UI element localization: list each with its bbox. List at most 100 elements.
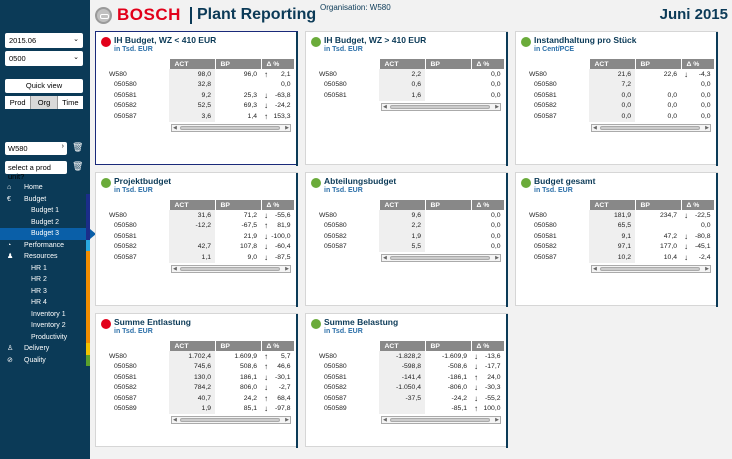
kpi-card[interactable]: Budget gesamt in Tsd. EUR ACT BP Δ % W580 181,… bbox=[515, 172, 718, 307]
scroll-left-icon[interactable]: ◀ bbox=[593, 265, 597, 272]
scroll-left-icon[interactable]: ◀ bbox=[173, 265, 177, 272]
table-row[interactable]: W580 98,0 96,0 ↑ 2,1 bbox=[99, 69, 295, 80]
sidebar-item-budget-2[interactable]: Budget 2 bbox=[0, 216, 90, 228]
table-row[interactable]: 050582 -1.050,4 -806,0 ↓ -30,3 bbox=[309, 382, 505, 393]
table-row[interactable]: 050589 -85,1 ↑ 100,0 bbox=[309, 403, 505, 414]
table-row[interactable]: 050581 21,9 ↓ -100,0 bbox=[99, 231, 295, 242]
table-row[interactable]: 050582 1,9 0,0 bbox=[309, 231, 505, 242]
scroll-thumb[interactable] bbox=[180, 125, 280, 130]
scroll-left-icon[interactable]: ◀ bbox=[383, 417, 387, 423]
kpi-card[interactable]: Summe Entlastung in Tsd. EUR ACT BP Δ % W580 1… bbox=[95, 313, 298, 448]
scroll-left-icon[interactable]: ◀ bbox=[173, 124, 177, 131]
table-row[interactable]: 050580 745,6 508,6 ↑ 46,6 bbox=[99, 361, 295, 372]
scroll-right-icon[interactable]: ▶ bbox=[705, 124, 709, 131]
table-row[interactable]: 050582 784,2 806,0 ↓ -2,7 bbox=[99, 382, 295, 393]
table-row[interactable]: W580 9,6 0,0 bbox=[309, 210, 505, 221]
sidebar-item-hr-2[interactable]: HR 2 bbox=[0, 274, 90, 286]
kpi-card[interactable]: Summe Belastung in Tsd. EUR ACT BP Δ % W580 -1… bbox=[305, 313, 508, 448]
table-row[interactable]: 050581 0,0 0,0 0,0 bbox=[519, 90, 715, 101]
table-row[interactable]: 050580 0,6 0,0 bbox=[309, 79, 505, 90]
table-row[interactable]: W580 21,6 22,6 ↓ -4,3 bbox=[519, 69, 715, 80]
table-row[interactable]: 050582 52,5 69,3 ↓ -24,2 bbox=[99, 100, 295, 111]
trash-icon[interactable]: 🗑 bbox=[72, 161, 84, 171]
scroll-right-icon[interactable]: ▶ bbox=[285, 124, 289, 131]
scroll-right-icon[interactable]: ▶ bbox=[705, 265, 709, 272]
table-row[interactable]: W580 -1.828,2 -1.609,9 ↓ -13,6 bbox=[309, 351, 505, 362]
scroll-thumb[interactable] bbox=[390, 104, 490, 109]
scroll-left-icon[interactable]: ◀ bbox=[593, 124, 597, 131]
horizontal-scrollbar[interactable]: ◀ ▶ bbox=[171, 416, 291, 424]
sidebar-item-inventory-1[interactable]: Inventory 1 bbox=[0, 308, 90, 320]
scroll-thumb[interactable] bbox=[600, 266, 700, 271]
table-row[interactable]: 050581 1,6 0,0 bbox=[309, 90, 505, 101]
table-row[interactable]: 050580 7,2 0,0 bbox=[519, 79, 715, 90]
table-row[interactable]: 050582 0,0 0,0 0,0 bbox=[519, 100, 715, 111]
horizontal-scrollbar[interactable]: ◀ ▶ bbox=[591, 123, 711, 132]
horizontal-scrollbar[interactable]: ◀ ▶ bbox=[171, 123, 291, 132]
table-row[interactable]: 050581 9,2 25,3 ↓ -63,8 bbox=[99, 90, 295, 101]
table-row[interactable]: 050587 -37,5 -24,2 ↓ -55,2 bbox=[309, 393, 505, 404]
sidebar-item-hr-3[interactable]: HR 3 bbox=[0, 285, 90, 297]
horizontal-scrollbar[interactable]: ◀ ▶ bbox=[381, 102, 501, 111]
kpi-card[interactable]: Instandhaltung pro Stück in Cent/PCE ACT BP… bbox=[515, 31, 718, 166]
scroll-thumb[interactable] bbox=[180, 418, 280, 422]
kpi-card[interactable]: IH Budget, WZ > 410 EUR in Tsd. EUR ACT BP Δ… bbox=[305, 31, 508, 166]
scroll-left-icon[interactable]: ◀ bbox=[383, 255, 387, 261]
scroll-left-icon[interactable]: ◀ bbox=[173, 417, 177, 423]
sidebar-item-performance[interactable]: ◔ Performance bbox=[0, 239, 90, 251]
period-select[interactable]: 2015.06 ⌄ bbox=[5, 33, 83, 48]
scroll-right-icon[interactable]: ▶ bbox=[285, 417, 289, 423]
table-row[interactable]: 050581 -141,4 -186,1 ↑ 24,0 bbox=[309, 372, 505, 383]
table-row[interactable]: 050587 10,2 10,4 ↓ -2,4 bbox=[519, 252, 715, 263]
scroll-right-icon[interactable]: ▶ bbox=[495, 103, 499, 110]
horizontal-scrollbar[interactable]: ◀ ▶ bbox=[381, 254, 501, 262]
table-row[interactable]: 050580 65,5 0,0 bbox=[519, 220, 715, 231]
sidebar-item-home[interactable]: ⌂ Home bbox=[0, 182, 90, 194]
table-row[interactable]: 050587 5,5 0,0 bbox=[309, 241, 505, 252]
quick-view-button[interactable]: Quick view bbox=[5, 79, 83, 93]
table-row[interactable]: W580 31,6 71,2 ↓ -55,6 bbox=[99, 210, 295, 221]
table-row[interactable]: 050582 42,7 107,8 ↓ -60,4 bbox=[99, 241, 295, 252]
prod-unit-select[interactable]: select a prod unit? bbox=[5, 161, 67, 181]
table-row[interactable]: 050587 3,6 1,4 ↑ 153,3 bbox=[99, 111, 295, 122]
scroll-thumb[interactable] bbox=[390, 256, 490, 260]
scroll-right-icon[interactable]: ▶ bbox=[495, 417, 499, 423]
horizontal-scrollbar[interactable]: ◀ ▶ bbox=[381, 416, 501, 424]
table-row[interactable]: 050581 130,0 186,1 ↓ -30,1 bbox=[99, 372, 295, 383]
table-row[interactable]: W580 181,9 234,7 ↓ -22,5 bbox=[519, 210, 715, 221]
horizontal-scrollbar[interactable]: ◀ ▶ bbox=[591, 264, 711, 273]
scroll-left-icon[interactable]: ◀ bbox=[383, 103, 387, 110]
trash-icon[interactable]: 🗑 bbox=[72, 142, 84, 152]
table-row[interactable]: 050581 9,1 47,2 ↓ -80,8 bbox=[519, 231, 715, 242]
kpi-card[interactable]: Projektbudget in Tsd. EUR ACT BP Δ % W580 31,6… bbox=[95, 172, 298, 307]
tab-time[interactable]: Time bbox=[57, 96, 83, 109]
table-row[interactable]: 050580 -12,2 -67,5 ↑ 81,9 bbox=[99, 220, 295, 231]
scroll-right-icon[interactable]: ▶ bbox=[285, 265, 289, 272]
tab-org[interactable]: Org bbox=[31, 96, 58, 109]
plant-select[interactable]: 0500 ⌄ bbox=[5, 51, 83, 66]
table-row[interactable]: 050582 97,1 177,0 ↓ -45,1 bbox=[519, 241, 715, 252]
scroll-thumb[interactable] bbox=[180, 266, 280, 271]
sidebar-item-hr-4[interactable]: HR 4 bbox=[0, 297, 90, 309]
table-row[interactable]: 050587 40,7 24,2 ↑ 68,4 bbox=[99, 393, 295, 404]
sidebar-item-inventory-2[interactable]: Inventory 2 bbox=[0, 320, 90, 332]
table-row[interactable]: W580 1.702,4 1.609,9 ↑ 5,7 bbox=[99, 351, 295, 362]
table-row[interactable]: 050580 -598,8 -508,6 ↓ -17,7 bbox=[309, 361, 505, 372]
sidebar-item-resources[interactable]: ♟ Resources bbox=[0, 251, 90, 263]
sidebar-item-hr-1[interactable]: HR 1 bbox=[0, 262, 90, 274]
sidebar-item-budget-3[interactable]: Budget 3 bbox=[0, 228, 96, 240]
table-row[interactable]: 050580 2,2 0,0 bbox=[309, 220, 505, 231]
scroll-thumb[interactable] bbox=[600, 125, 700, 130]
scroll-thumb[interactable] bbox=[390, 418, 490, 422]
sidebar-item-delivery[interactable]: ♙ Delivery bbox=[0, 343, 90, 355]
table-row[interactable]: 050587 0,0 0,0 0,0 bbox=[519, 111, 715, 122]
sidebar-item-quality[interactable]: ⊘ Quality bbox=[0, 354, 90, 366]
unit-input[interactable]: W580 › bbox=[5, 142, 67, 155]
kpi-card[interactable]: Abteilungsbudget in Tsd. EUR ACT BP Δ % W580 9… bbox=[305, 172, 508, 307]
table-row[interactable]: 050589 1,9 85,1 ↓ -97,8 bbox=[99, 403, 295, 414]
table-row[interactable]: 050580 32,8 0,0 bbox=[99, 79, 295, 90]
sidebar-item-budget[interactable]: € Budget bbox=[0, 193, 90, 205]
sidebar-item-budget-1[interactable]: Budget 1 bbox=[0, 205, 90, 217]
sidebar-item-productivity[interactable]: Productivity bbox=[0, 331, 90, 343]
scroll-right-icon[interactable]: ▶ bbox=[495, 255, 499, 261]
